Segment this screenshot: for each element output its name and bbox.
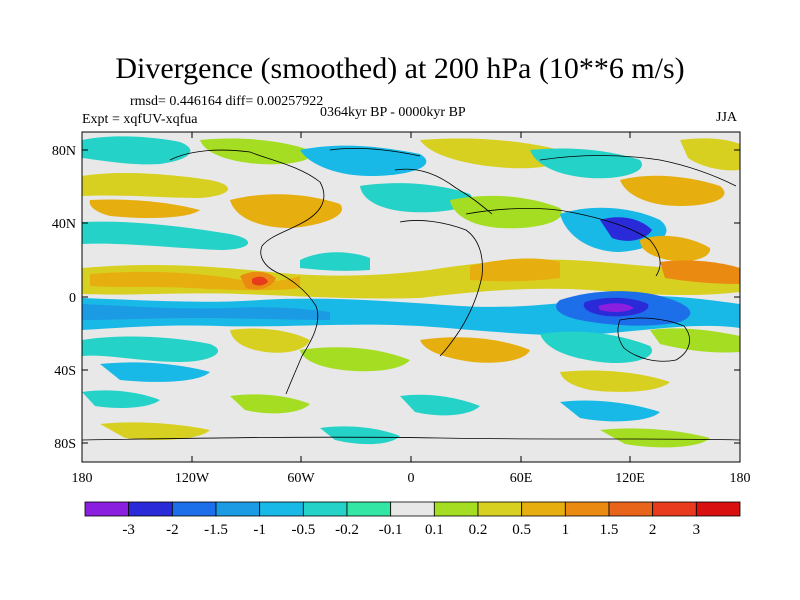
- lon-label: 120E: [615, 471, 645, 486]
- colorbar-label: 1: [562, 522, 570, 538]
- lon-ticks: [191, 132, 631, 462]
- lat-label: 40S: [54, 364, 76, 379]
- colorbar-label: -0.5: [291, 522, 315, 538]
- colorbar-label: 0.1: [425, 522, 444, 538]
- colorbar-label: -1: [253, 522, 266, 538]
- colorbar-swatch: [477, 501, 523, 517]
- colorbar-swatch: [652, 501, 697, 517]
- time-period: 0364kyr BP - 0000kyr BP: [320, 105, 466, 120]
- lon-label: 0: [408, 471, 415, 486]
- season-label: JJA: [716, 110, 738, 125]
- colorbar-swatch: [346, 501, 392, 517]
- coastlines: [82, 147, 740, 441]
- colorbar: [84, 501, 741, 517]
- lon-label: 60W: [287, 471, 315, 486]
- rmsd-diff-stats: rmsd= 0.446164 diff= 0.00257922: [130, 94, 324, 109]
- lon-label: 180: [730, 471, 751, 486]
- colorbar-label: -3: [122, 522, 135, 538]
- lat-label: 80S: [54, 437, 76, 452]
- lon-label: 60E: [510, 471, 533, 486]
- colorbar-label: -2: [166, 522, 179, 538]
- colorbar-swatch: [695, 501, 741, 517]
- colorbar-swatch: [390, 501, 435, 517]
- colorbar-label: 3: [693, 522, 701, 538]
- colorbar-swatch: [564, 501, 610, 517]
- lon-label: 180: [72, 471, 93, 486]
- experiment-label: Expt = xqfUV-xqfua: [82, 112, 198, 127]
- colorbar-swatch: [433, 501, 479, 517]
- colorbar-swatch: [302, 501, 348, 517]
- colorbar-swatch: [84, 501, 130, 517]
- lat-ticks: [82, 149, 740, 444]
- colorbar-label: 0.5: [512, 522, 531, 538]
- colorbar-label: -1.5: [204, 522, 228, 538]
- lon-labels: 180 120W 60W 0 60E 120E 180: [72, 471, 751, 486]
- colorbar-label: -0.2: [335, 522, 359, 538]
- lat-label: 80N: [52, 144, 76, 159]
- colorbar-swatch: [608, 501, 654, 517]
- colorbar-swatch: [259, 501, 304, 517]
- colorbar-swatch: [171, 501, 217, 517]
- divergence-field: [82, 136, 740, 448]
- colorbar-swatch: [215, 501, 261, 517]
- lon-label: 120W: [175, 471, 210, 486]
- colorbar-label: -0.1: [379, 522, 403, 538]
- map-title: Divergence (smoothed) at 200 hPa (10**6 …: [115, 52, 685, 85]
- lat-labels: 80N 40N 0 40S 80S: [52, 144, 76, 452]
- colorbar-labels: -3 -2 -1.5 -1 -0.5 -0.2 -0.1 0.1 0.2 0.5 1 1.5 2 3: [122, 522, 700, 538]
- colorbar-swatch: [128, 501, 173, 517]
- colorbar-label: 2: [649, 522, 657, 538]
- lat-label: 0: [69, 291, 76, 306]
- colorbar-swatch: [521, 501, 566, 517]
- colorbar-label: 0.2: [469, 522, 488, 538]
- colorbar-label: 1.5: [600, 522, 619, 538]
- lat-label: 40N: [52, 217, 76, 232]
